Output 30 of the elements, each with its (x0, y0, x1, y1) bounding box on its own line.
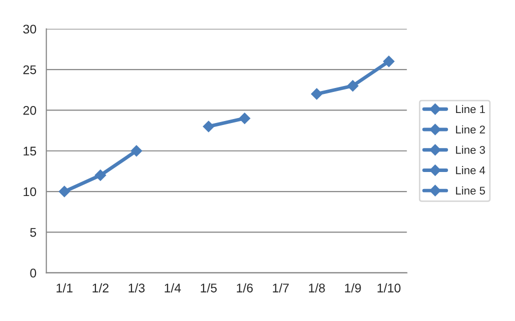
point (311, 88, 322, 100)
x-tick-label: 1/1 (56, 283, 72, 292)
x-tick-label: 1/7 (272, 283, 289, 292)
x-tick-label: 1/9 (345, 283, 361, 292)
y-tick-label: 10 (24, 187, 36, 196)
y-tick-label: 25 (23, 65, 36, 74)
y-tick-label: 15 (24, 146, 36, 156)
point (383, 56, 394, 68)
x-tick-label: 1/10 (378, 283, 400, 292)
point (202, 120, 214, 132)
legend-label: Line 5 (456, 186, 485, 195)
y-tick-label: 30 (23, 24, 36, 34)
point (347, 80, 358, 92)
x-tick-label: 1/8 (308, 283, 325, 292)
point (58, 186, 70, 198)
legend-label: Line 4 (456, 166, 486, 174)
legend-label: Line 3 (456, 146, 485, 154)
y-tick-label: 0 (30, 268, 36, 278)
y-tick-label: 5 (30, 228, 36, 237)
x-tick-label: 1/4 (164, 283, 181, 292)
legend-label: Line 1 (456, 104, 485, 114)
point (94, 170, 106, 181)
x-tick-label: 1/6 (236, 283, 253, 292)
point (130, 145, 142, 156)
x-tick-label: 1/5 (200, 283, 217, 292)
x-tick-label: 1/3 (128, 283, 145, 292)
x-tick-label: 1/2 (92, 283, 108, 292)
point (239, 112, 250, 124)
y-tick-label: 20 (23, 106, 36, 115)
legend-label: Line 2 (456, 125, 485, 134)
